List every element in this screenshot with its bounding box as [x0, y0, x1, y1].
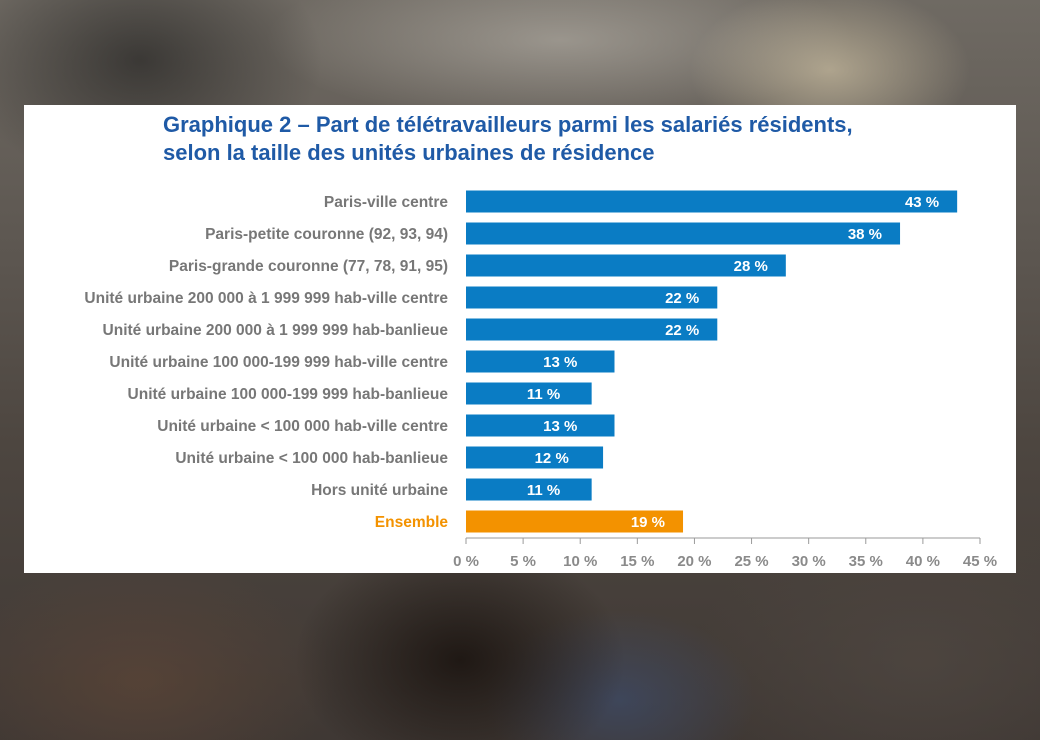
- chart-panel: Graphique 2 – Part de télétravailleurs p…: [24, 105, 1016, 573]
- data-label: 19 %: [631, 514, 665, 531]
- bar: [466, 382, 592, 405]
- x-tick-label: 5 %: [510, 553, 536, 570]
- category-label: Unité urbaine < 100 000 hab-banlieue: [175, 450, 448, 467]
- x-tick-label: 45 %: [963, 553, 997, 570]
- data-label: 12 %: [535, 450, 569, 467]
- data-label: 38 %: [848, 226, 882, 243]
- category-label: Unité urbaine 100 000-199 999 hab-banlie…: [128, 386, 449, 403]
- bar-chart: Paris-ville centre 43 % Paris-petite couro…: [84, 190, 997, 570]
- bar: [466, 414, 615, 437]
- bar: [466, 318, 718, 341]
- x-tick-label: 40 %: [906, 553, 940, 570]
- x-tick-label: 25 %: [734, 553, 768, 570]
- category-label: Ensemble: [375, 514, 449, 531]
- chart-title: Graphique 2 – Part de télétravailleurs p…: [163, 111, 983, 167]
- x-tick-label: 30 %: [792, 553, 826, 570]
- data-label: 28 %: [734, 258, 768, 275]
- category-label: Unité urbaine < 100 000 hab-ville centre: [157, 418, 448, 435]
- bar: [466, 350, 615, 373]
- x-tick-label: 0 %: [453, 553, 479, 570]
- bar: [466, 478, 592, 501]
- data-label: 11 %: [527, 482, 560, 499]
- data-label: 13 %: [543, 354, 577, 371]
- data-label: 13 %: [543, 418, 577, 435]
- data-label: 43 %: [905, 194, 939, 211]
- data-label: 22 %: [665, 290, 699, 307]
- data-label: 11 %: [527, 386, 560, 403]
- category-label: Paris-petite couronne (92, 93, 94): [205, 226, 448, 243]
- category-label: Unité urbaine 100 000-199 999 hab-ville …: [109, 354, 448, 371]
- bar: [466, 190, 958, 213]
- x-tick-label: 20 %: [677, 553, 711, 570]
- category-label: Hors unité urbaine: [311, 482, 448, 499]
- data-label: 22 %: [665, 322, 699, 339]
- category-label: Paris-ville centre: [324, 194, 448, 211]
- bar: [466, 510, 684, 533]
- category-label: Unité urbaine 200 000 à 1 999 999 hab-vi…: [84, 290, 448, 307]
- bar: [466, 222, 901, 245]
- chart-title-line-1: Graphique 2 – Part de télétravailleurs p…: [163, 112, 853, 137]
- chart-title-line-2: selon la taille des unités urbaines de r…: [163, 140, 655, 165]
- bar: [466, 446, 604, 469]
- bar: [466, 286, 718, 309]
- bar: [466, 254, 786, 277]
- x-tick-label: 35 %: [849, 553, 883, 570]
- category-label: Paris-grande couronne (77, 78, 91, 95): [169, 258, 448, 275]
- category-label: Unité urbaine 200 000 à 1 999 999 hab-ba…: [103, 322, 449, 339]
- x-tick-label: 10 %: [563, 553, 597, 570]
- x-tick-label: 15 %: [620, 553, 654, 570]
